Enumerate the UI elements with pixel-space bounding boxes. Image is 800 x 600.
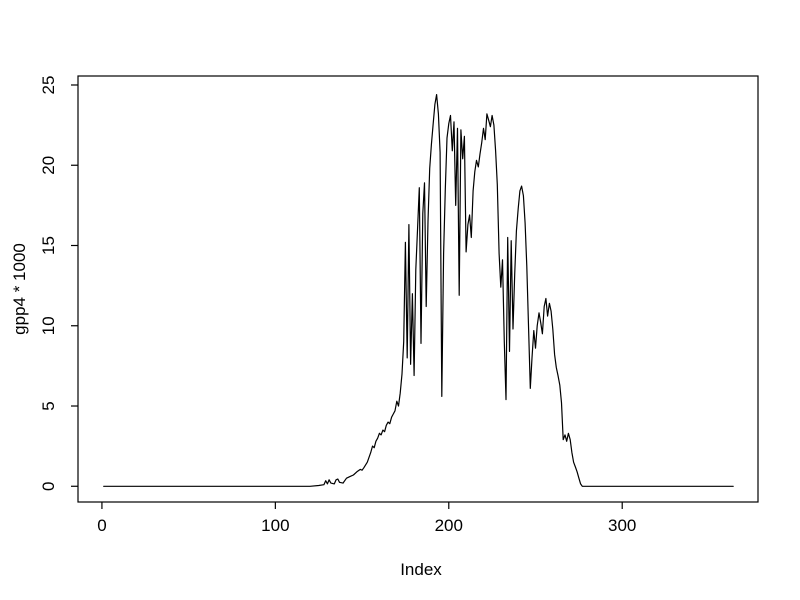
x-axis: 0 100 200 300 <box>97 502 636 535</box>
y-axis-label: gpp4 * 1000 <box>10 243 29 335</box>
x-tick-label: 100 <box>261 516 289 535</box>
y-tick-label: 20 <box>39 156 58 175</box>
plot-box <box>77 75 759 503</box>
x-tick-label: 0 <box>97 516 106 535</box>
x-tick-label: 200 <box>435 516 463 535</box>
y-axis: 0 5 10 15 20 25 <box>39 76 78 491</box>
x-axis-label: Index <box>400 560 442 579</box>
y-tick-label: 0 <box>39 482 58 491</box>
y-tick-label: 25 <box>39 76 58 95</box>
data-series-line <box>103 93 734 487</box>
y-tick-label: 5 <box>39 401 58 410</box>
y-tick-label: 15 <box>39 236 58 255</box>
x-tick-label: 300 <box>608 516 636 535</box>
y-tick-label: 10 <box>39 316 58 335</box>
